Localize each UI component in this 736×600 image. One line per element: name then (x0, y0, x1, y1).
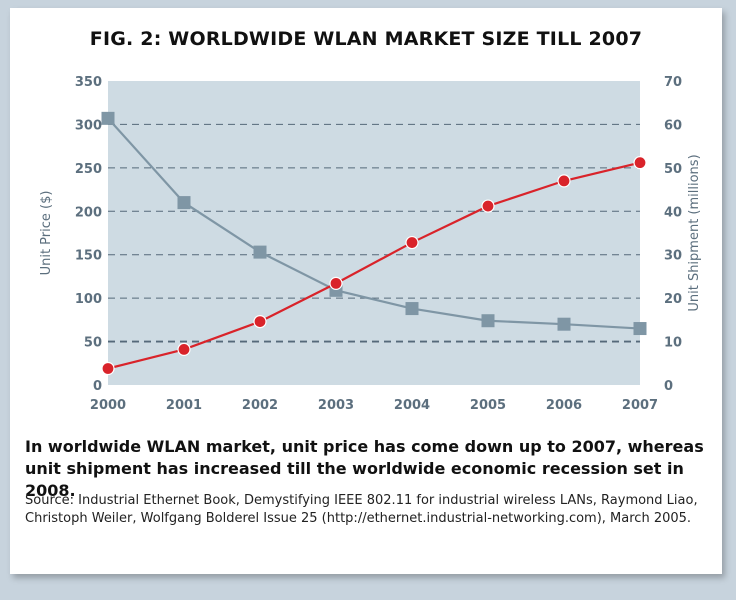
chart-caption: In worldwide WLAN market, unit price has… (25, 437, 704, 500)
x-tick-label: 2006 (546, 398, 582, 413)
unit-price-point (253, 245, 267, 259)
source-note: Source: Industrial Ethernet Book, Demyst… (25, 493, 698, 526)
y-right-tick-label: 20 (664, 292, 682, 307)
figure-card: FIG. 2: WORLDWIDE WLAN MARKET SIZE TILL … (10, 8, 722, 574)
unit-price-point (101, 111, 115, 125)
y-right-tick-label: 10 (664, 336, 682, 351)
line-chart: 0 0 50 10 100 20 150 30 200 40 250 50 300 60 350 70 2000… (39, 75, 702, 413)
y-right-tick-label: 50 (664, 162, 682, 177)
y-right-tick-label: 70 (664, 75, 682, 90)
x-tick-label: 2004 (394, 398, 430, 413)
unit-shipment-point (633, 156, 647, 170)
unit-shipment-point (253, 314, 267, 329)
y-left-tick-label: 0 (93, 379, 102, 394)
unit-shipment-point (329, 276, 343, 290)
y-left-axis-title: Unit Price ($) (39, 191, 54, 276)
y-left-tick-label: 350 (75, 75, 102, 90)
y-left-tick-label: 50 (84, 336, 102, 351)
y-right-tick-label: 40 (664, 205, 682, 220)
y-left-tick-label: 200 (75, 205, 102, 220)
y-right-axis-title: Unit Shipment (millions) (687, 154, 702, 311)
y-right-tick-label: 30 (664, 249, 682, 264)
unit-shipment-point (481, 199, 495, 213)
unit-price-point (405, 302, 419, 316)
unit-shipment-point (405, 235, 419, 250)
unit-shipment-point (177, 342, 191, 356)
unit-shipment-point (101, 361, 115, 376)
unit-price-point (481, 314, 495, 328)
x-tick-label: 2007 (622, 398, 658, 413)
chart-title: FIG. 2: WORLDWIDE WLAN MARKET SIZE TILL … (89, 28, 643, 50)
y-left-tick-label: 100 (75, 292, 102, 307)
plot-area (108, 81, 640, 385)
y-left-tick-label: 250 (75, 162, 102, 177)
unit-shipment-line (107, 161, 641, 370)
x-tick-label: 2001 (166, 398, 202, 413)
x-tick-label: 2002 (242, 398, 278, 413)
y-right-tick-label: 60 (664, 118, 682, 133)
unit-price-point (633, 322, 647, 336)
x-tick-label: 2005 (470, 398, 506, 413)
unit-price-line (107, 117, 641, 330)
unit-shipment-point (557, 174, 571, 188)
y-left-tick-label: 300 (75, 118, 102, 133)
unit-price-point (177, 196, 191, 210)
x-tick-label: 2000 (90, 398, 126, 413)
y-left-tick-label: 150 (75, 249, 102, 264)
y-right-tick-label: 0 (664, 379, 673, 394)
x-tick-label: 2003 (318, 398, 354, 413)
unit-price-point (557, 317, 571, 331)
